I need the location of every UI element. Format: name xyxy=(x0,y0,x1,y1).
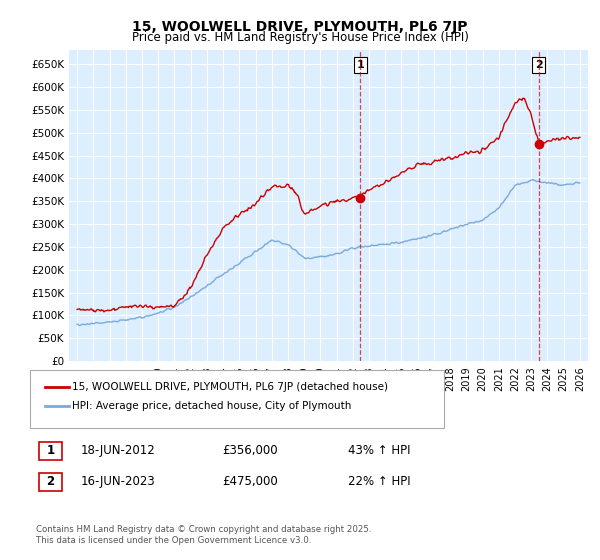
Text: £475,000: £475,000 xyxy=(222,475,278,488)
Text: Price paid vs. HM Land Registry's House Price Index (HPI): Price paid vs. HM Land Registry's House … xyxy=(131,31,469,44)
Text: 43% ↑ HPI: 43% ↑ HPI xyxy=(348,444,410,458)
Text: 15, WOOLWELL DRIVE, PLYMOUTH, PL6 7JP: 15, WOOLWELL DRIVE, PLYMOUTH, PL6 7JP xyxy=(132,20,468,34)
Text: 1: 1 xyxy=(356,60,364,70)
Text: 15, WOOLWELL DRIVE, PLYMOUTH, PL6 7JP (detached house): 15, WOOLWELL DRIVE, PLYMOUTH, PL6 7JP (d… xyxy=(72,382,388,392)
Text: HPI: Average price, detached house, City of Plymouth: HPI: Average price, detached house, City… xyxy=(72,401,352,411)
Text: £356,000: £356,000 xyxy=(222,444,278,458)
Text: Contains HM Land Registry data © Crown copyright and database right 2025.
This d: Contains HM Land Registry data © Crown c… xyxy=(36,525,371,545)
Text: 22% ↑ HPI: 22% ↑ HPI xyxy=(348,475,410,488)
Text: 2: 2 xyxy=(46,475,55,488)
Text: 18-JUN-2012: 18-JUN-2012 xyxy=(81,444,156,458)
Text: 16-JUN-2023: 16-JUN-2023 xyxy=(81,475,156,488)
Text: 1: 1 xyxy=(46,444,55,458)
Text: 2: 2 xyxy=(535,60,542,70)
